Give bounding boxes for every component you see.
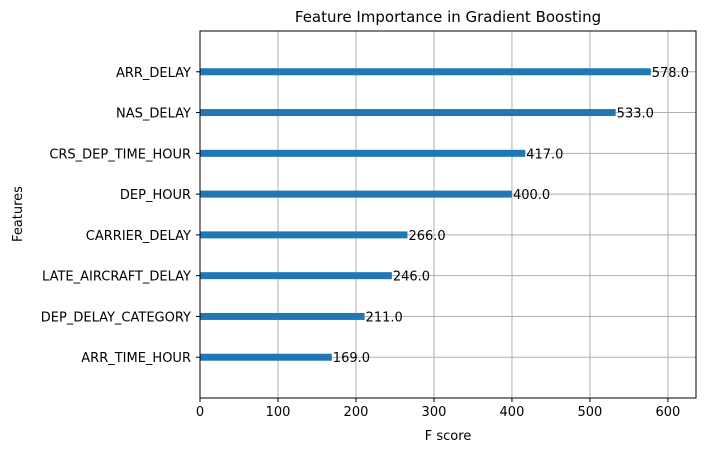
y-tick-label: CRS_DEP_TIME_HOUR (49, 147, 191, 162)
x-tick-label: 300 (422, 405, 447, 420)
y-tick-label: CARRIER_DELAY (86, 229, 191, 244)
bar (200, 68, 651, 76)
x-tick-label: 400 (500, 405, 525, 420)
y-axis-title: Features (11, 186, 26, 242)
bar-value-label: 533.0 (617, 107, 654, 122)
bar-value-label: 417.0 (526, 147, 563, 162)
x-tick-label: 500 (578, 405, 603, 420)
bar-value-label: 246.0 (393, 270, 430, 285)
bar (200, 149, 526, 157)
y-tick-label: DEP_DELAY_CATEGORY (41, 310, 191, 325)
x-tick-label: 600 (656, 405, 681, 420)
bars: 578.0 533.0 417.0 400.0 266.0 246.0 211.0 169.0 (200, 66, 689, 366)
bar-value-label: 578.0 (652, 66, 689, 81)
bar-value-label: 266.0 (408, 229, 445, 244)
x-axis-title: F score (425, 429, 472, 444)
bar-value-label: 169.0 (333, 351, 370, 366)
chart-title: Feature Importance in Gradient Boosting (295, 8, 601, 26)
bar-value-label: 400.0 (513, 188, 550, 203)
bar (200, 353, 332, 361)
x-tick-label: 100 (266, 405, 291, 420)
y-tick-label: NAS_DELAY (116, 107, 191, 122)
y-tick-label: DEP_HOUR (120, 188, 191, 203)
bar (200, 231, 408, 239)
grid-lines (199, 31, 696, 398)
y-tick-label: LATE_AIRCRAFT_DELAY (42, 270, 191, 285)
bar (200, 272, 392, 280)
bar (200, 312, 365, 320)
y-tick-label: ARR_TIME_HOUR (81, 351, 191, 366)
bar-value-label: 211.0 (366, 310, 403, 325)
plot-frame (199, 30, 697, 399)
y-axis-ticks: ARR_DELAY NAS_DELAY CRS_DEP_TIME_HOUR DEP_H… (41, 66, 200, 366)
y-tick-label: ARR_DELAY (116, 66, 191, 81)
x-axis-ticks: 0 100 200 300 400 500 600 (196, 398, 680, 420)
bar (200, 109, 616, 117)
x-tick-label: 200 (344, 405, 369, 420)
bar (200, 190, 512, 198)
x-tick-label: 0 (196, 405, 204, 420)
